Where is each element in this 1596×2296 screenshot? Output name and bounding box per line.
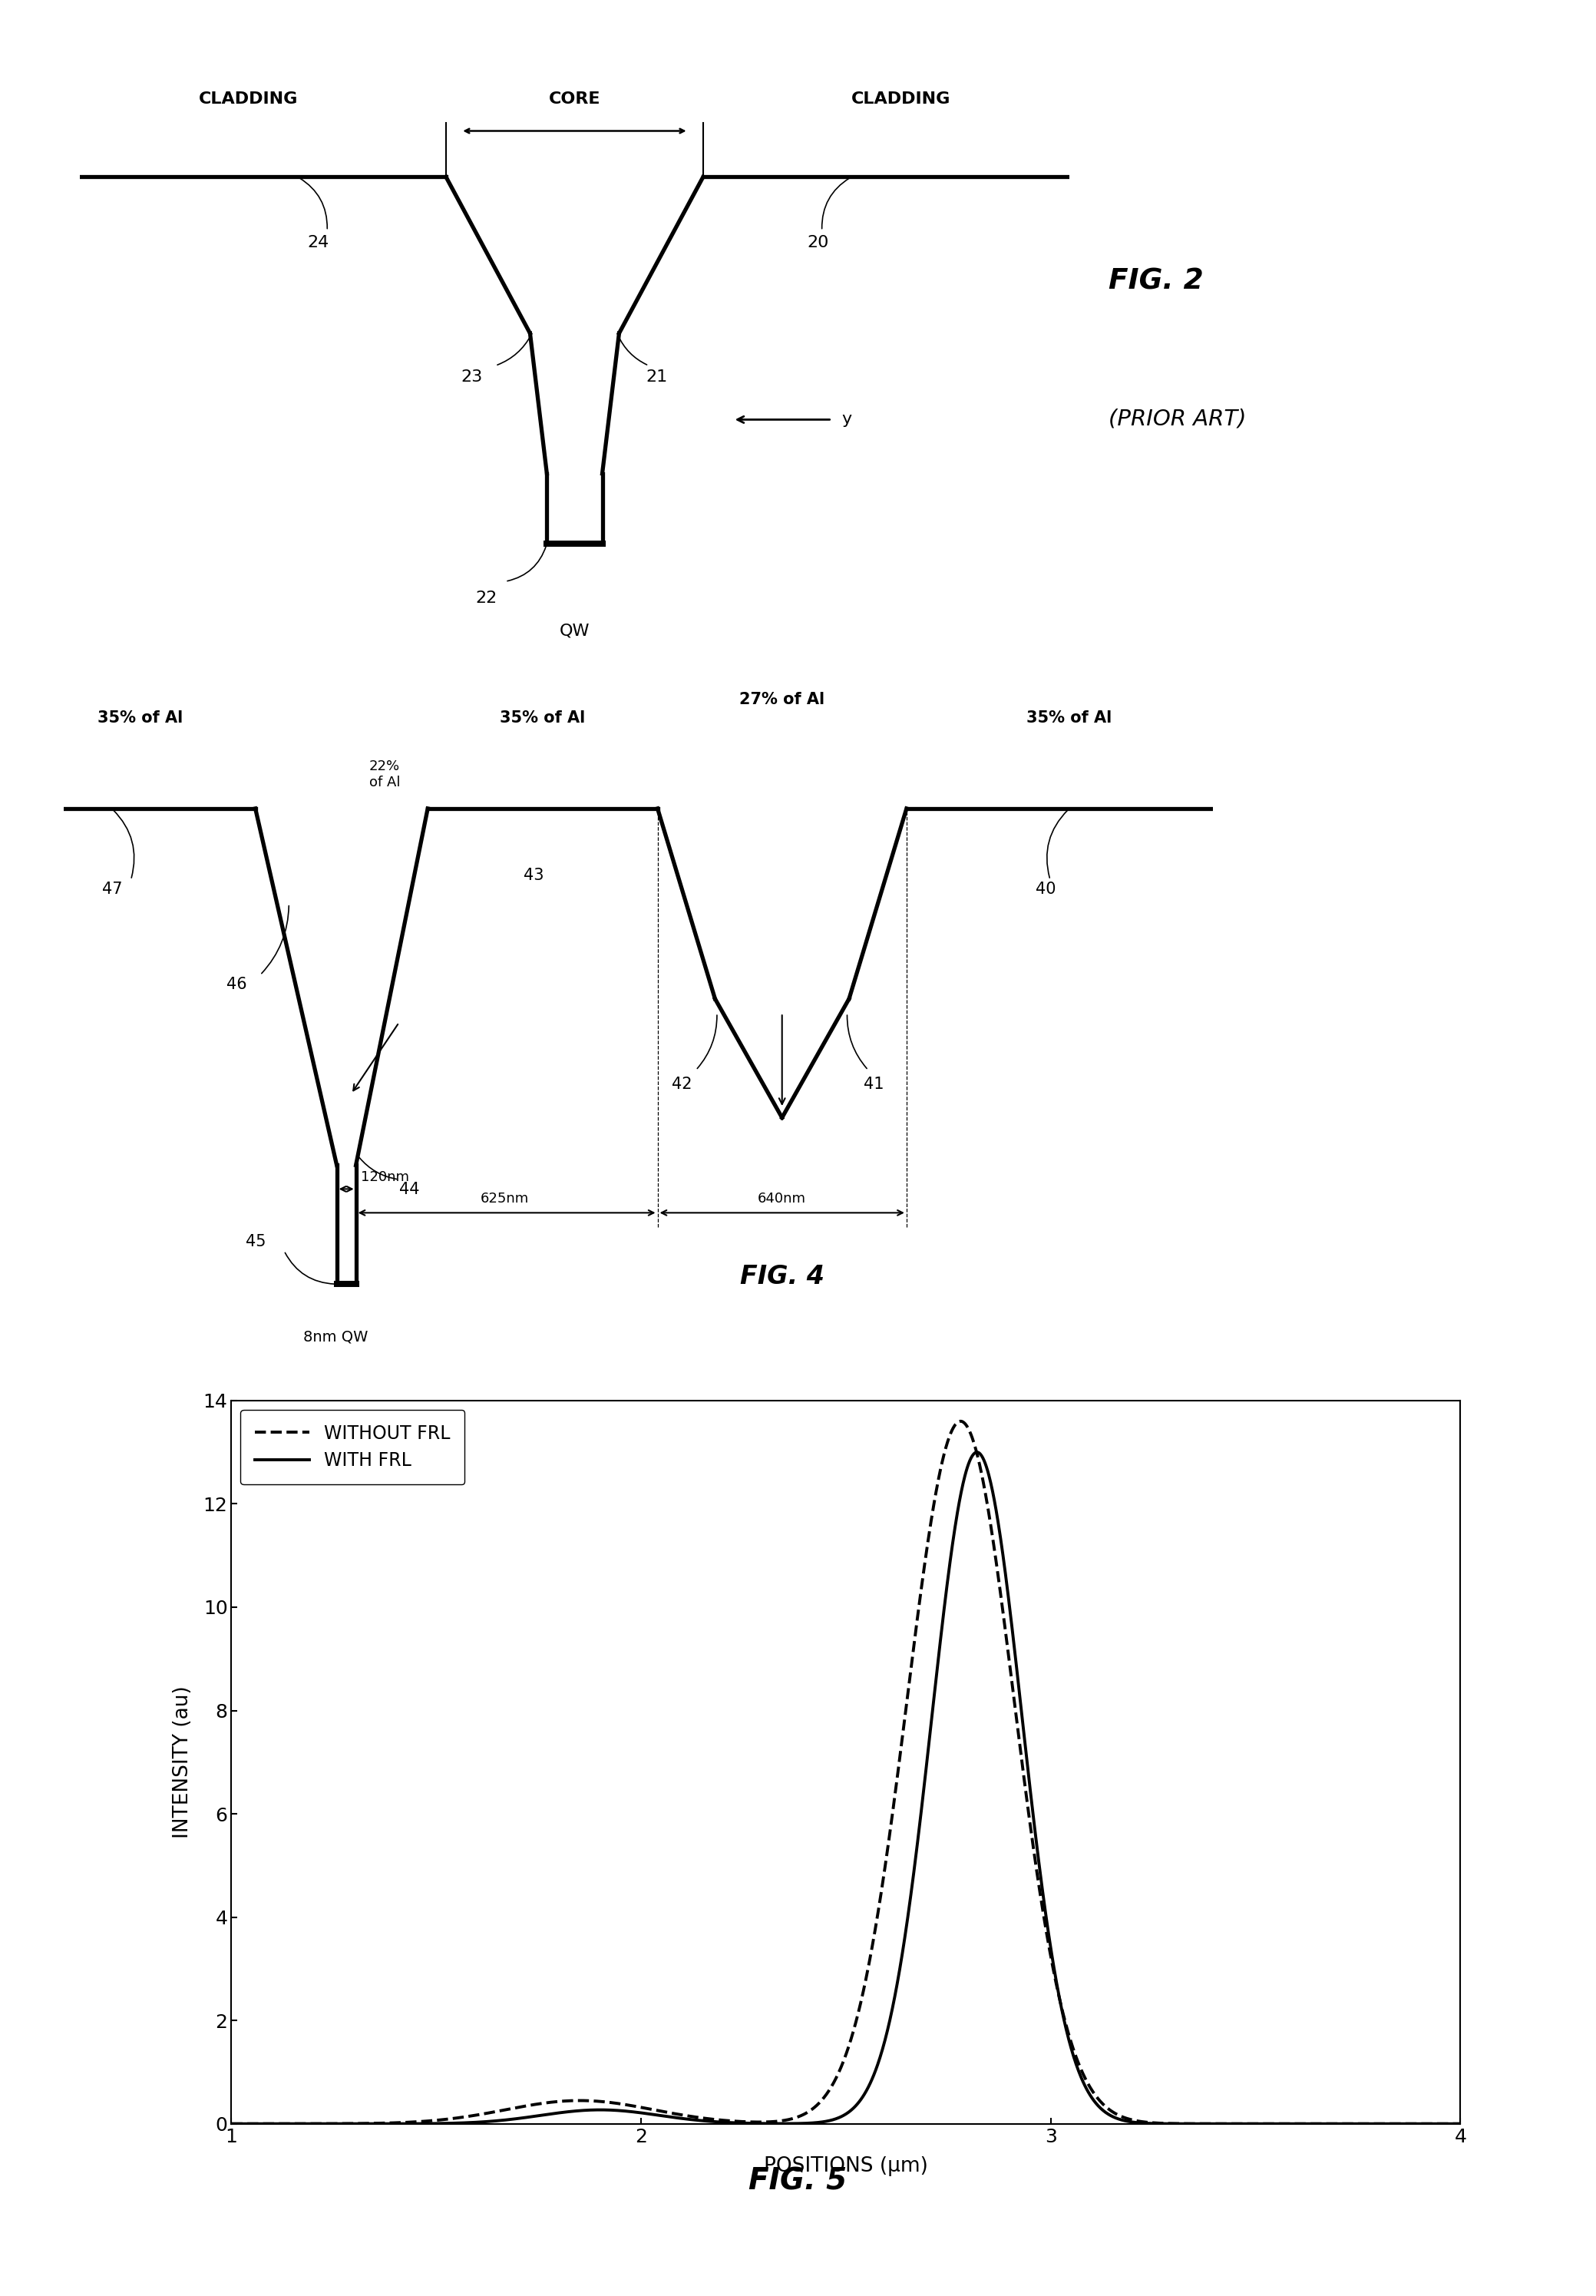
- Text: 35% of Al: 35% of Al: [500, 712, 586, 726]
- Text: 40: 40: [1036, 882, 1057, 898]
- WITHOUT FRL: [284, 2110, 303, 2138]
- Text: CORE: CORE: [549, 92, 600, 108]
- WITH FRL: [967, 1440, 986, 1467]
- WITH FRL: [222, 2110, 241, 2138]
- Text: 27% of Al: 27% of Al: [739, 691, 825, 707]
- WITHOUT FRL: [787, 2103, 806, 2131]
- Text: 41: 41: [863, 1077, 884, 1093]
- Text: FIG. 4: FIG. 4: [741, 1265, 824, 1290]
- WITHOUT FRL: [222, 2110, 241, 2138]
- Text: 21: 21: [646, 370, 667, 386]
- WITH FRL: [787, 2110, 806, 2138]
- Text: 42: 42: [672, 1077, 693, 1093]
- Text: y: y: [841, 411, 852, 427]
- WITHOUT FRL: [1416, 2110, 1435, 2138]
- WITH FRL: [1451, 2110, 1470, 2138]
- WITHOUT FRL: [951, 1407, 970, 1435]
- Text: 8nm QW: 8nm QW: [303, 1329, 369, 1343]
- Text: FIG. 5: FIG. 5: [749, 2167, 847, 2195]
- Line: WITHOUT FRL: WITHOUT FRL: [231, 1421, 1460, 2124]
- Text: 43: 43: [523, 868, 544, 884]
- Text: CLADDING: CLADDING: [851, 92, 951, 108]
- Text: 45: 45: [246, 1233, 267, 1249]
- Text: 120nm: 120nm: [361, 1171, 409, 1185]
- WITHOUT FRL: [1191, 2110, 1210, 2138]
- Text: 47: 47: [102, 882, 123, 898]
- WITH FRL: [1416, 2110, 1435, 2138]
- Text: 24: 24: [308, 234, 329, 250]
- Text: 35% of Al: 35% of Al: [97, 712, 184, 726]
- X-axis label: POSITIONS (μm): POSITIONS (μm): [764, 2156, 927, 2177]
- Text: CLADDING: CLADDING: [198, 92, 298, 108]
- Text: 35% of Al: 35% of Al: [1026, 712, 1112, 726]
- Text: 625nm: 625nm: [480, 1192, 528, 1205]
- WITHOUT FRL: [1416, 2110, 1435, 2138]
- Text: (PRIOR ART): (PRIOR ART): [1109, 409, 1246, 429]
- Text: QW: QW: [560, 622, 589, 638]
- Y-axis label: INTENSITY (au): INTENSITY (au): [172, 1685, 193, 1839]
- Text: 22: 22: [476, 590, 498, 606]
- Legend: WITHOUT FRL, WITH FRL: WITHOUT FRL, WITH FRL: [241, 1410, 464, 1486]
- Line: WITH FRL: WITH FRL: [231, 1453, 1460, 2124]
- Text: 23: 23: [461, 370, 482, 386]
- Text: 22%
of Al: 22% of Al: [369, 760, 401, 790]
- WITH FRL: [1416, 2110, 1435, 2138]
- WITHOUT FRL: [1451, 2110, 1470, 2138]
- Text: FIG. 2: FIG. 2: [1109, 266, 1203, 296]
- Text: 640nm: 640nm: [758, 1192, 806, 1205]
- WITH FRL: [1191, 2110, 1210, 2138]
- Text: 20: 20: [808, 234, 828, 250]
- Text: 46: 46: [227, 978, 247, 992]
- WITH FRL: [819, 2108, 838, 2135]
- WITH FRL: [284, 2110, 303, 2138]
- WITHOUT FRL: [819, 2078, 838, 2105]
- Text: 44: 44: [399, 1182, 420, 1196]
